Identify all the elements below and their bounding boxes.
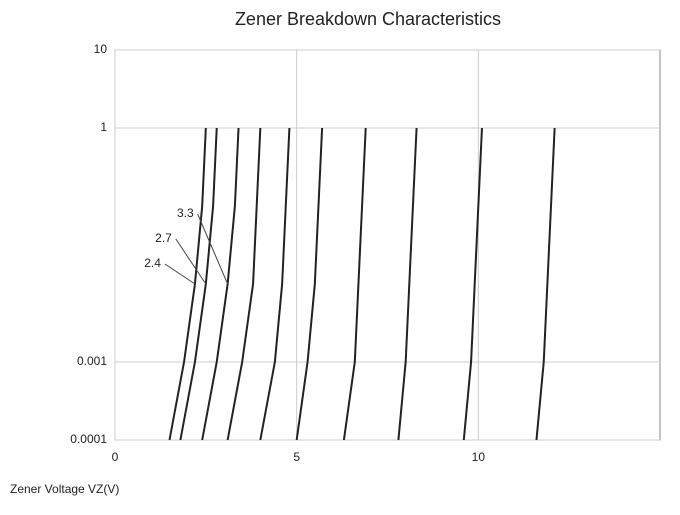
x-tick-label: 10 [472, 450, 486, 464]
series-line [398, 128, 416, 440]
label-leader [176, 239, 206, 284]
series-line [464, 128, 482, 440]
label-leader [198, 214, 228, 284]
series-label: 3.3 [177, 206, 194, 220]
series-line [536, 128, 554, 440]
x-tick-label: 5 [293, 450, 300, 464]
series-line [202, 128, 238, 440]
chart-title: Zener Breakdown Characteristics [235, 9, 501, 29]
series-line [260, 128, 289, 440]
label-leader [165, 264, 195, 284]
series-label: 2.4 [144, 256, 161, 270]
series-label: 2.7 [155, 231, 172, 245]
plot-area [115, 50, 660, 440]
y-tick-label: 10 [94, 42, 108, 56]
y-tick-label: 0.001 [77, 354, 107, 368]
x-tick-label: 0 [112, 450, 119, 464]
series-line [228, 128, 261, 440]
chart: Zener Breakdown Characteristics Zener Vo… [0, 0, 680, 515]
page: Zener Breakdown Characteristics Zener Vo… [0, 0, 680, 515]
series-line [344, 128, 366, 440]
y-tick-label: 0.0001 [70, 432, 107, 446]
series-line [170, 128, 206, 440]
x-axis-label: Zener Voltage VZ(V) [10, 482, 119, 496]
y-tick-label: 1 [100, 120, 107, 134]
series-line [297, 128, 322, 440]
